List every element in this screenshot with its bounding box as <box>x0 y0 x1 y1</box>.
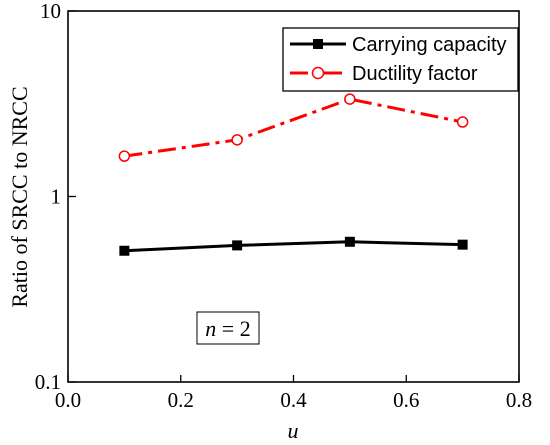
legend-label-ductility-factor: Ductility factor <box>352 63 478 85</box>
x-tick-label: 0.2 <box>168 388 194 412</box>
x-tick-label: 0.8 <box>506 388 532 412</box>
legend-box <box>282 27 519 92</box>
data-point-carrying-capacity <box>232 240 243 251</box>
data-point-carrying-capacity <box>457 239 468 250</box>
y-axis: 0.1 1 10 <box>35 0 76 394</box>
data-point-ductility-factor <box>344 93 356 105</box>
x-axis-label: u <box>288 418 299 443</box>
x-tick-label: 0.4 <box>280 388 307 412</box>
data-point-carrying-capacity <box>119 245 130 256</box>
x-axis: 0.0 0.2 0.4 0.6 0.8 <box>55 375 532 412</box>
series-markers-ductility-factor <box>118 93 469 162</box>
data-point-ductility-factor <box>456 116 469 128</box>
annotation-n: n = 2 <box>196 311 260 345</box>
series-line-carrying-capacity <box>124 240 463 253</box>
annotation-text: n = 2 <box>205 316 250 341</box>
data-point-ductility-factor <box>231 134 243 146</box>
data-point-carrying-capacity <box>344 236 355 247</box>
data-point-ductility-factor <box>118 150 131 162</box>
y-tick-label: 1 <box>51 185 62 209</box>
annotation-box <box>196 311 260 345</box>
y-tick-label: 0.1 <box>35 370 61 394</box>
series-markers-carrying-capacity <box>119 236 468 256</box>
legend: Carrying capacity Ductility factor <box>282 27 519 92</box>
y-axis-label: Ratio of SRCC to NRCC <box>7 86 32 307</box>
series-line-ductility-factor <box>124 97 463 158</box>
y-tick-label: 10 <box>40 0 61 23</box>
x-tick-label: 0.6 <box>393 388 419 412</box>
legend-marker-square <box>313 39 323 49</box>
legend-label-carrying-capacity: Carrying capacity <box>352 34 507 56</box>
legend-marker-circle <box>311 66 325 80</box>
x-tick-label: 0.0 <box>55 388 81 412</box>
